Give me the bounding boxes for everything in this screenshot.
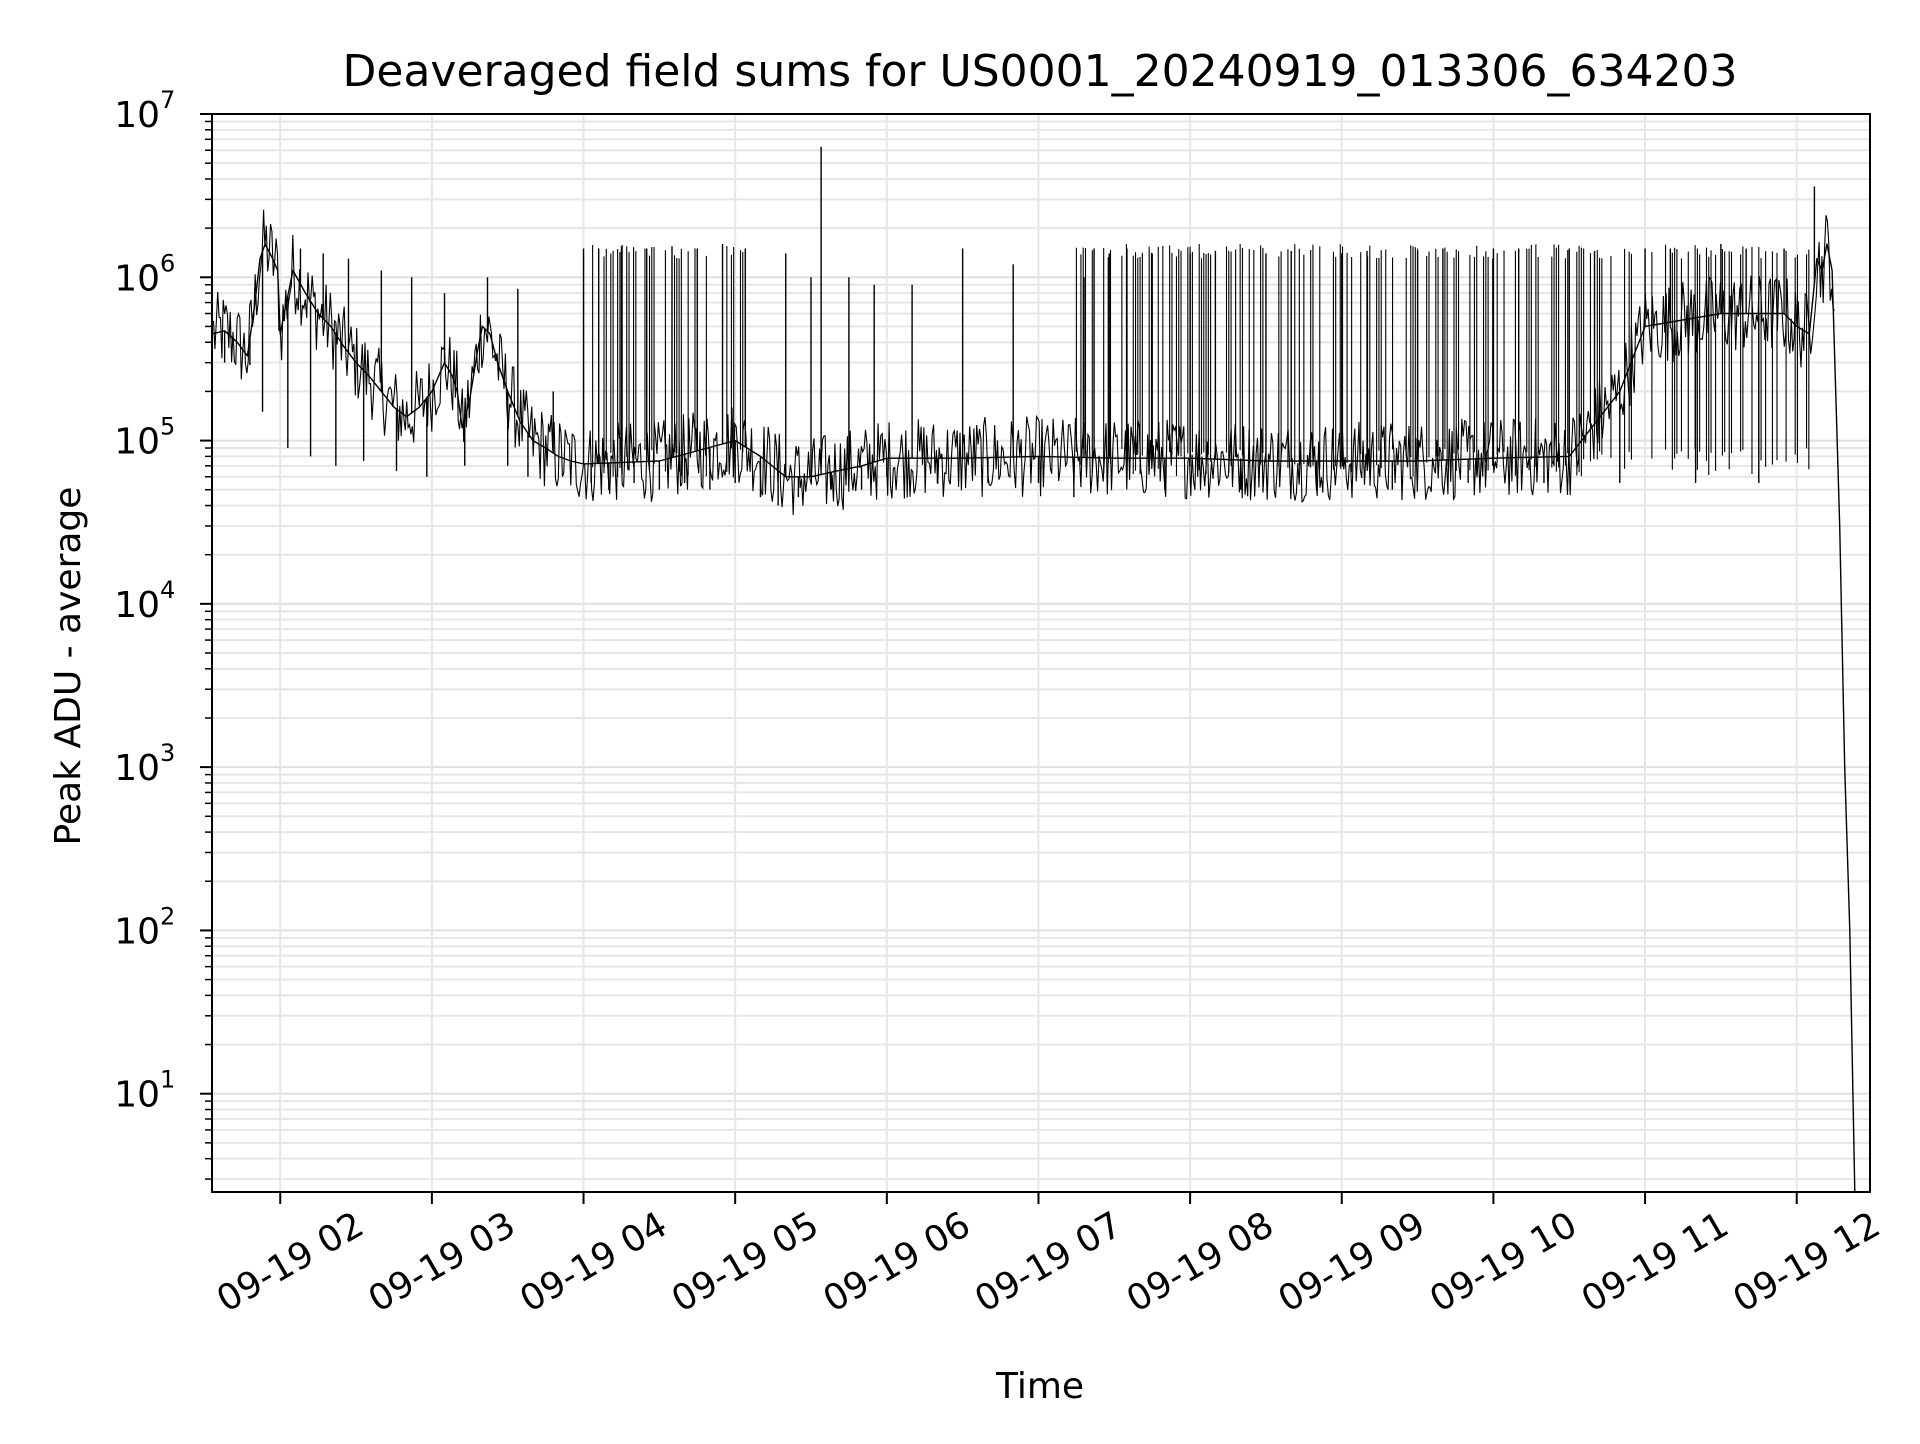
y-tick-exponent: 1 — [160, 1066, 175, 1094]
y-tick-label: 10 — [114, 258, 160, 299]
y-tick-label: 10 — [114, 748, 160, 789]
y-tick-exponent: 4 — [160, 576, 175, 604]
y-tick-exponent: 5 — [160, 413, 175, 441]
x-axis-label: Time — [995, 1366, 1084, 1407]
grid — [212, 113, 1870, 1192]
y-tick-label: 10 — [114, 1075, 160, 1116]
y-tick-exponent: 6 — [160, 249, 175, 277]
series-layer — [211, 146, 1856, 1193]
y-tick-exponent: 7 — [160, 86, 175, 114]
y-tick-label: 10 — [114, 911, 160, 952]
y-tick-exponent: 3 — [160, 739, 175, 767]
y-tick-label: 10 — [114, 95, 160, 136]
y-tick-label: 10 — [114, 585, 160, 626]
chart-title: Deaveraged field sums for US0001_2024091… — [343, 46, 1738, 97]
y-axis-label: Peak ADU - average — [48, 487, 89, 846]
y-tick-label: 10 — [114, 422, 160, 463]
series-line-detail — [212, 209, 1835, 516]
y-tick-exponent: 2 — [160, 902, 175, 930]
